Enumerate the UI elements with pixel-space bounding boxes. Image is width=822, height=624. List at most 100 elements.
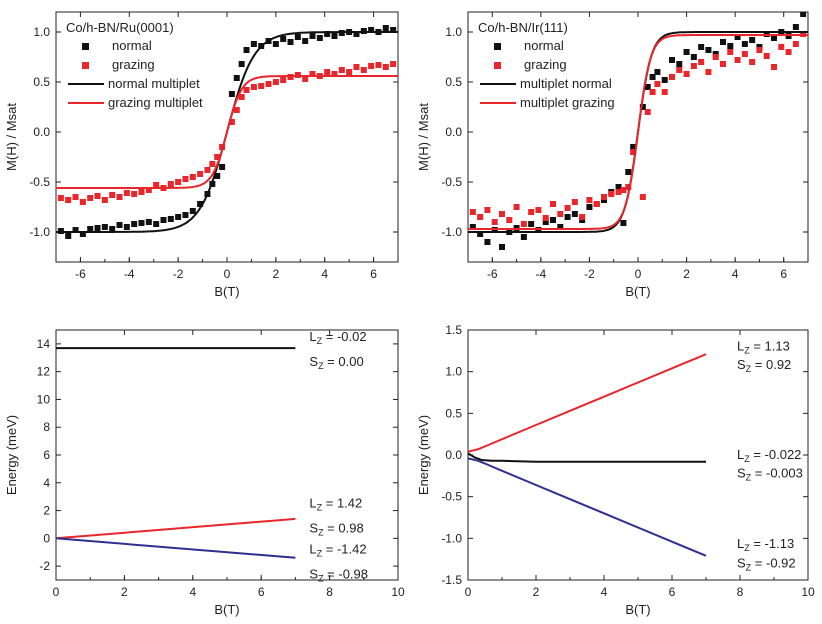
data-point-normal <box>528 221 535 227</box>
x-tick-label: 2 <box>533 585 540 599</box>
data-point-grazing <box>734 57 741 63</box>
series-line-up <box>468 353 707 453</box>
data-point-normal <box>542 219 549 225</box>
y-tick-label: -0.5 <box>441 490 462 504</box>
data-point-grazing <box>57 195 64 201</box>
data-point-normal <box>705 47 712 53</box>
data-point-normal <box>484 239 491 245</box>
data-point-grazing <box>101 197 108 203</box>
data-point-normal <box>138 220 145 226</box>
data-point-normal <box>654 69 661 75</box>
y-tick-label: 4 <box>43 476 50 490</box>
y-tick-label: -1.5 <box>441 573 462 587</box>
data-point-grazing <box>302 76 309 82</box>
data-point-grazing <box>477 214 484 220</box>
data-point-grazing <box>153 182 160 188</box>
y-tick-label: 1.0 <box>445 25 462 39</box>
data-point-normal <box>382 25 389 31</box>
data-point-normal <box>469 224 476 230</box>
series-line-down <box>56 537 296 559</box>
annotation-label: SZ = -0.98 <box>309 566 368 583</box>
data-point-normal <box>734 34 741 40</box>
data-point-normal <box>189 208 196 214</box>
y-tick-label: 8 <box>43 420 50 434</box>
data-point-normal <box>550 217 556 223</box>
data-point-grazing <box>763 53 770 59</box>
annotation-label: SZ = -0.92 <box>737 555 796 572</box>
data-point-normal <box>79 231 86 237</box>
x-tick-label: 4 <box>601 585 608 599</box>
data-point-normal <box>109 226 116 232</box>
chart-title: Co/h-BN/Ru(0001) <box>66 20 174 35</box>
data-point-grazing <box>214 154 221 160</box>
y-tick-label: 2 <box>43 504 50 518</box>
data-point-normal <box>250 41 257 47</box>
data-point-grazing <box>520 221 527 227</box>
data-point-normal <box>175 214 182 220</box>
data-point-grazing <box>238 94 245 100</box>
data-point-grazing <box>690 63 697 69</box>
annotation-label: SZ = -0.003 <box>737 465 803 482</box>
data-point-normal <box>727 43 734 49</box>
data-point-normal <box>219 164 226 170</box>
data-point-normal <box>197 201 204 207</box>
data-point-grazing <box>571 199 578 205</box>
annotation-label: LZ = -0.022 <box>737 447 801 464</box>
data-point-grazing <box>749 59 756 65</box>
data-point-normal <box>586 204 593 210</box>
chart-panel-4: 0 2 4 6 8 10 -1.5 -1.0 -0.5 0.0 0.5 1.0 1.5 B(T) Energ… <box>416 323 815 617</box>
data-point-grazing <box>550 201 556 207</box>
data-point-grazing <box>72 194 79 200</box>
legend-label: grazing <box>112 57 155 72</box>
data-point-normal <box>639 104 646 110</box>
y-tick-label: -0.5 <box>441 175 462 189</box>
y-tick-label: 0.0 <box>445 125 462 139</box>
data-point-grazing <box>79 199 86 205</box>
legend-marker <box>82 62 89 69</box>
data-point-normal <box>324 31 331 37</box>
data-point-grazing <box>204 167 211 173</box>
y-tick-label: 6 <box>43 448 50 462</box>
data-point-normal <box>101 224 108 230</box>
data-point-grazing <box>506 217 513 223</box>
data-point-grazing <box>368 63 375 69</box>
data-point-normal <box>160 217 167 223</box>
data-point-grazing <box>586 197 593 203</box>
data-point-normal <box>571 211 578 217</box>
data-point-grazing <box>145 187 152 193</box>
y-tick-label: 0.0 <box>33 125 50 139</box>
data-point-normal <box>499 244 505 250</box>
data-point-grazing <box>138 189 145 195</box>
data-point-grazing <box>601 194 607 200</box>
data-point-normal <box>167 216 174 222</box>
x-tick-label: 8 <box>326 585 333 599</box>
data-point-normal <box>390 27 397 33</box>
data-point-grazing <box>87 195 94 201</box>
x-tick-label: 4 <box>732 267 739 281</box>
y-tick-label: -1.0 <box>29 225 50 239</box>
data-point-normal <box>644 84 651 90</box>
data-point-grazing <box>324 69 331 75</box>
data-point-normal <box>741 41 748 47</box>
legend-marker <box>494 43 501 50</box>
data-point-normal <box>280 36 287 42</box>
data-point-normal <box>368 27 375 33</box>
y-axis-label: M(H) / Msat <box>416 103 431 171</box>
data-point-grazing <box>499 211 505 217</box>
data-point-grazing <box>785 49 792 55</box>
y-tick-label: 0.5 <box>445 75 462 89</box>
data-point-grazing <box>625 184 632 190</box>
data-point-normal <box>87 226 94 232</box>
y-tick-label: 1.0 <box>445 365 462 379</box>
x-tick-label: -2 <box>173 267 184 281</box>
data-point-normal <box>131 221 138 227</box>
x-tick-label: 4 <box>189 585 196 599</box>
data-point-grazing <box>197 171 204 177</box>
chart-panel-1: -6 -4 -2 0 2 4 6 -1.0 -0.5 0.0 0.5 1.0 B(T) M(H) / Ms… <box>4 11 399 299</box>
data-point-grazing <box>608 191 615 197</box>
y-axis-label: Energy (meV) <box>4 415 19 495</box>
data-point-normal <box>316 35 323 41</box>
data-point-normal <box>287 39 294 45</box>
x-tick-label: -4 <box>536 267 547 281</box>
data-point-grazing <box>94 193 101 199</box>
